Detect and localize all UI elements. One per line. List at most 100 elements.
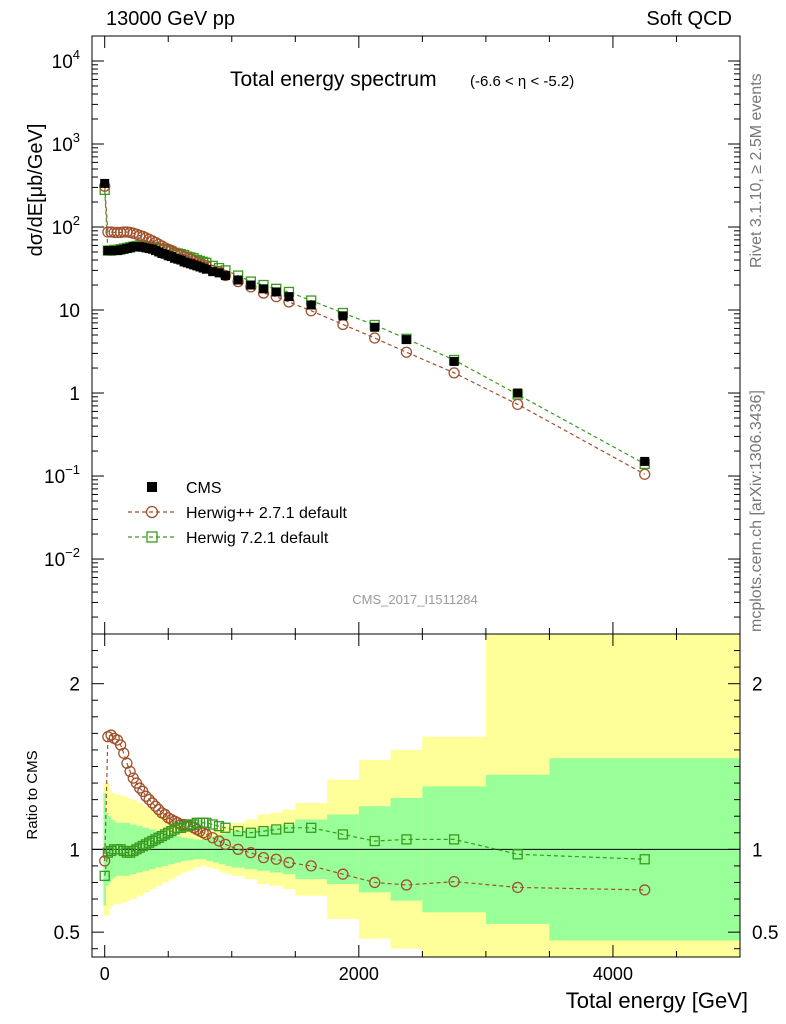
cms-marker [401,335,411,345]
cms-marker [208,267,218,277]
ratio-y-tick-label: 0.5 [752,923,778,944]
ratio-y-tick-label: 1 [752,840,763,861]
herwigpp-marker [257,851,270,864]
legend: CMS Herwig++ 2.7.1 default Herwig 7.2.1 de… [128,480,348,547]
y-tick-label: 10−1 [44,462,80,488]
herwig7-marker [306,822,317,833]
herwigpp-marker [283,856,295,869]
herwig7-marker [448,834,460,845]
cms-marker [306,300,316,310]
cms-marker [271,287,281,297]
herwig7-marker [512,849,523,860]
x-axis-label: Total energy [GeV] [566,988,748,1013]
cms-marker [233,275,243,285]
ratio-y-tick-label: 1 [69,840,80,861]
herwigpp-marker [200,828,213,841]
ratio-frame [91,633,741,958]
herwigpp-marker [305,860,317,872]
y-tick-label: 104 [52,47,80,73]
herwig7-marker [201,817,212,828]
herwigpp-marker [99,855,111,867]
cms-marker [147,482,157,492]
y-tick-label: 103 [52,130,80,156]
herwigpp-marker [146,797,159,809]
herwigpp-marker [270,853,282,865]
ratio-y-tick-label: 2 [69,675,80,696]
herwig7-marker [99,870,110,881]
herwigpp-marker [245,846,257,859]
herwig7-marker [213,820,225,832]
herwigpp-marker [118,747,130,759]
herwig7-marker [401,834,412,845]
herwigpp-marker [369,332,381,344]
legend-label: CMS [186,480,222,497]
herwig7-marker [369,835,380,847]
ratio-y-tick-label: 0.5 [54,923,80,944]
herwigpp-marker [219,838,232,851]
herwigpp-marker [149,800,162,812]
y-tick-label: 102 [52,213,80,239]
cms-marker [284,292,294,302]
herwigpp-marker [639,884,651,896]
cms-marker [246,280,256,290]
process-label: Soft QCD [646,8,732,30]
x-tick-label: 2000 [339,964,379,984]
herwig7-marker [271,824,282,835]
cms-marker [338,311,348,321]
herwig7-marker [639,854,650,865]
main-plot-series [99,178,651,480]
cms-marker [201,264,211,274]
herwigpp-marker [400,879,413,891]
herwigpp-marker [140,790,152,802]
ratio-y-axis-label: Ratio to CMS [24,750,41,839]
cms-marker [449,356,459,366]
herwig7-marker [207,819,218,830]
y-tick-label: 10 [59,301,80,322]
ratio-series-line [104,822,645,876]
ratio-series-line [104,734,645,891]
herwigpp-marker [213,835,225,847]
herwigpp-marker [133,782,146,794]
ratio-y-tick-label: 2 [752,675,763,696]
herwig7-marker [283,822,295,833]
herwigpp-marker [448,367,460,379]
analysis-watermark: CMS_2017_I1511284 [352,592,478,607]
herwig7-marker [232,825,244,837]
chart-subtitle: (-6.6 < η < -5.2) [470,73,574,90]
cms-marker [214,268,224,278]
herwigpp-marker [400,346,413,358]
herwigpp-marker [207,832,219,844]
cms-marker [220,271,230,281]
ratio-plot-axes: 0 2000 4000 0.5 0.5 1 1 2 2 [54,633,778,984]
herwig7-marker [220,822,231,833]
y-tick-label: 1 [69,384,80,405]
main-y-axis-label: dσ/dE[μb/GeV] [25,124,47,257]
herwig7-marker [245,827,256,838]
herwig7-marker [258,825,269,837]
herwigpp-marker [448,875,460,888]
herwigpp-marker [639,468,651,480]
ratio-uncertainty-bands [103,634,741,957]
y-tick-label: 10−2 [44,545,80,571]
herwigpp-marker [337,868,349,880]
herwigpp-marker [369,876,381,889]
herwigpp-marker [232,843,244,855]
energy-label: 13000 GeV pp [106,8,235,30]
herwigpp-marker [145,505,159,519]
cms-marker [100,178,110,188]
cms-marker [370,322,380,332]
herwig7-marker [146,531,158,543]
ratio-plot-series [99,729,651,896]
herwigpp-marker [511,881,524,894]
herwigpp-marker [511,398,524,411]
cms-marker [259,284,269,294]
herwigpp-marker [124,765,136,778]
cms-marker [640,456,650,466]
x-tick-label: 4000 [593,964,633,984]
legend-label: Herwig 7.2.1 default [186,530,329,547]
cms-marker [513,388,523,398]
herwig7-marker [337,829,349,840]
x-tick-label: 0 [100,964,110,984]
herwigpp-marker [143,793,155,806]
